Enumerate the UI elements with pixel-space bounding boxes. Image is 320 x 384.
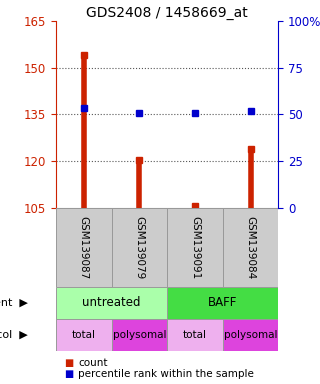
- Text: polysomal: polysomal: [113, 330, 166, 340]
- Bar: [223, 208, 278, 287]
- Text: count: count: [78, 358, 108, 368]
- Text: GSM139079: GSM139079: [134, 216, 144, 279]
- Text: ■: ■: [64, 358, 73, 368]
- Bar: [56, 319, 112, 351]
- Text: protocol  ▶: protocol ▶: [0, 330, 28, 340]
- Bar: [167, 208, 223, 287]
- Text: percentile rank within the sample: percentile rank within the sample: [78, 369, 254, 379]
- Text: polysomal: polysomal: [224, 330, 277, 340]
- Bar: [167, 287, 278, 319]
- Bar: [56, 208, 112, 287]
- Text: GSM139087: GSM139087: [79, 216, 89, 279]
- Text: ■: ■: [64, 369, 73, 379]
- Text: total: total: [183, 330, 207, 340]
- Title: GDS2408 / 1458669_at: GDS2408 / 1458669_at: [86, 6, 248, 20]
- Bar: [112, 208, 167, 287]
- Bar: [56, 287, 167, 319]
- Bar: [167, 319, 223, 351]
- Text: GSM139091: GSM139091: [190, 216, 200, 279]
- Text: total: total: [72, 330, 96, 340]
- Text: untreated: untreated: [82, 296, 141, 310]
- Bar: [112, 319, 167, 351]
- Text: agent  ▶: agent ▶: [0, 298, 28, 308]
- Bar: [223, 319, 278, 351]
- Text: GSM139084: GSM139084: [246, 216, 256, 279]
- Text: BAFF: BAFF: [208, 296, 237, 310]
